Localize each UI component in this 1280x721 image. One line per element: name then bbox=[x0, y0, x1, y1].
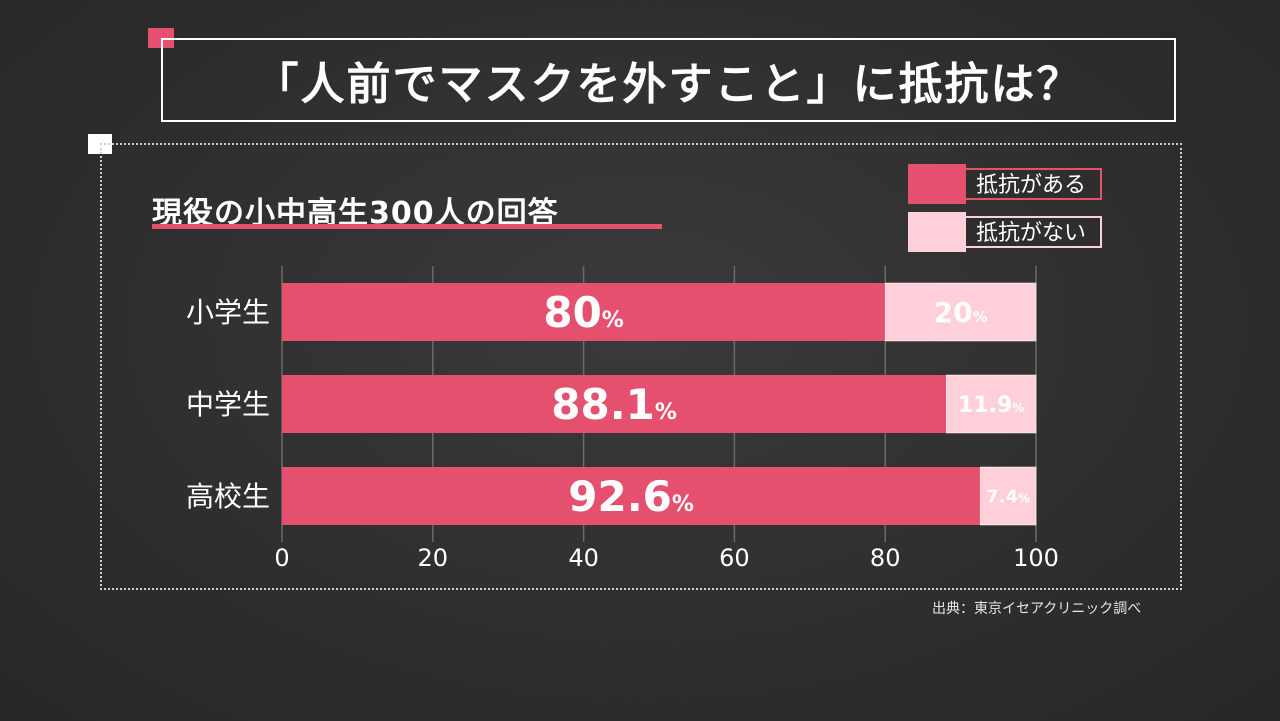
bar-value-label: 7.4% bbox=[986, 486, 1030, 507]
x-tick-label: 40 bbox=[568, 544, 599, 572]
subtitle-underline bbox=[152, 224, 662, 229]
x-tick-label: 80 bbox=[870, 544, 901, 572]
bar-segment bbox=[282, 467, 981, 525]
title-frame: 「人前でマスクを外すこと」に抵抗は？ bbox=[161, 38, 1176, 122]
x-tick-label: 0 bbox=[274, 544, 289, 572]
bar-segment bbox=[946, 374, 1037, 434]
bar-value-label: 80% bbox=[543, 288, 624, 337]
bar-segment bbox=[979, 466, 1037, 526]
legend-swatch-no-resist bbox=[908, 212, 966, 252]
legend-item-resist: 抵抗がある bbox=[908, 164, 1103, 204]
bar-segment bbox=[884, 282, 1037, 342]
legend-item-no-resist: 抵抗がない bbox=[908, 212, 1103, 252]
legend-swatch-resist bbox=[908, 164, 966, 204]
bar-value-label: 20% bbox=[934, 296, 988, 329]
bar-value-label: 92.6% bbox=[568, 472, 694, 521]
chart-panel bbox=[100, 143, 1182, 590]
legend-label-resist: 抵抗がある bbox=[966, 168, 1103, 200]
x-tick-label: 20 bbox=[418, 544, 449, 572]
bar-segment bbox=[282, 283, 886, 341]
category-label: 中学生 bbox=[186, 388, 270, 421]
x-tick-label: 100 bbox=[1013, 544, 1059, 572]
legend-label-no-resist: 抵抗がない bbox=[966, 216, 1103, 248]
page-title: 「人前でマスクを外すこと」に抵抗は？ bbox=[254, 59, 1083, 110]
source-note: 出典：東京イセアクリニック調べ bbox=[932, 601, 1142, 617]
category-label: 高校生 bbox=[186, 480, 270, 513]
bar-segment bbox=[282, 375, 947, 433]
category-label: 小学生 bbox=[186, 296, 270, 329]
bar-value-label: 11.9% bbox=[958, 393, 1024, 418]
x-tick-label: 60 bbox=[719, 544, 750, 572]
bar-value-label: 88.1% bbox=[551, 380, 677, 429]
